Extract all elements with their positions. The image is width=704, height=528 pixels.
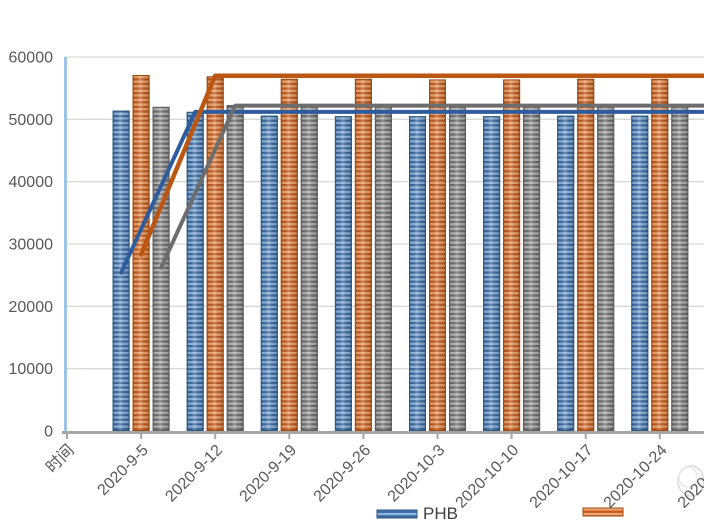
x-axis-label: 时间	[42, 441, 77, 476]
bar-shading	[374, 106, 392, 431]
bar-shading	[577, 78, 595, 432]
bar-border	[409, 116, 426, 431]
y-axis-label: 50000	[9, 112, 54, 129]
bar-border	[483, 116, 501, 431]
bar-border	[260, 115, 278, 432]
legend-label-blue: PHB	[423, 504, 458, 523]
y-axis-label: 60000	[9, 50, 54, 67]
bar-series-orange	[132, 75, 669, 432]
y-axis-label: 40000	[9, 174, 54, 191]
bar-shading	[300, 106, 318, 431]
x-axis-label: 2020-9-26	[311, 442, 375, 506]
bar-border	[152, 106, 170, 431]
bar-series-blue	[112, 110, 649, 432]
bar-shading	[354, 78, 372, 432]
x-axis-labels: 时间 2020-9-5 2020-9-12 2020-9-19 2020-9-26 202…	[42, 441, 704, 512]
x-axis-label: 2020-10-17	[527, 442, 597, 512]
bar-shading	[557, 115, 575, 432]
bar-border	[280, 78, 298, 431]
bar-shading	[597, 106, 615, 431]
y-axis-label: 0	[44, 424, 53, 441]
trend-line-orange	[138, 73, 704, 257]
watermark-ellipse	[678, 466, 698, 488]
bar-shading	[523, 106, 541, 431]
watermark-ellipse	[677, 465, 704, 497]
bar-shading	[206, 76, 224, 431]
trend-line-gray	[159, 103, 704, 270]
bar-border	[651, 78, 669, 431]
legend-swatch-orange	[582, 507, 624, 517]
bar-shading	[226, 104, 244, 431]
x-axis-label: 2020-9-19	[237, 442, 301, 506]
x-axis-label: 2020-10-3	[385, 442, 449, 506]
bar-shading	[631, 115, 649, 432]
bar-border	[503, 79, 521, 431]
bar-border	[557, 115, 575, 432]
bar-border	[354, 78, 372, 431]
bar-border	[429, 79, 446, 431]
x-axis-label: 2020-9-12	[162, 442, 226, 506]
x-axis-label: 2020-9-5	[95, 442, 152, 499]
bar-shading	[429, 79, 446, 431]
bar-shading	[483, 116, 501, 431]
bar-border	[577, 78, 595, 431]
bar-shading	[334, 116, 352, 431]
y-axis-label: 10000	[9, 361, 54, 378]
bar-shading	[186, 111, 204, 431]
trend-line-blue	[119, 109, 704, 275]
x-axis-ticks	[66, 434, 661, 439]
bar-shading	[503, 79, 521, 431]
bar-shading	[409, 116, 426, 431]
bar-border	[631, 115, 649, 432]
bar-shading	[651, 78, 669, 432]
bar-shading	[260, 115, 278, 432]
bar-series-gray	[152, 104, 689, 431]
bar-shading	[671, 106, 689, 431]
bar-shading	[280, 78, 298, 432]
bar-border	[112, 110, 130, 432]
y-axis-label: 20000	[9, 299, 54, 316]
legend-swatch-blue	[376, 509, 418, 519]
y-axis-labels: 0 10000 20000 30000 40000 50000 60000	[9, 50, 54, 441]
legend: PHB	[376, 504, 624, 523]
bar-border	[132, 75, 150, 432]
x-axis-label: 2020-10-10	[453, 442, 523, 512]
x-axis-label: 2020-10-24	[601, 442, 671, 512]
y-axis-label: 30000	[9, 237, 54, 254]
watermark-circle	[677, 465, 704, 497]
bar-shading	[449, 106, 466, 431]
bar-border	[334, 116, 352, 431]
